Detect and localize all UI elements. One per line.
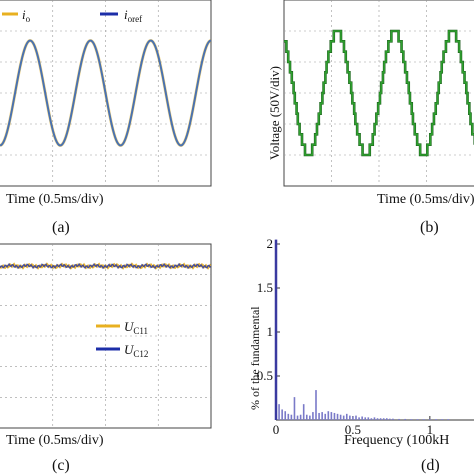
panel-a-grid bbox=[0, 0, 211, 186]
series-voltage-line bbox=[284, 30, 474, 156]
spectrum-bar bbox=[299, 414, 302, 420]
spectrum-bar bbox=[361, 416, 363, 420]
spectrum-bar bbox=[324, 413, 327, 420]
spectrum-bar bbox=[302, 404, 305, 420]
panel-d-ytick-label: 2 bbox=[267, 236, 274, 251]
panel-d-xtick-label: 0.5 bbox=[345, 422, 361, 437]
panel-d-bars bbox=[274, 239, 450, 420]
legend-uc11-label: UC11 bbox=[124, 319, 148, 336]
legend-io-label: io bbox=[22, 7, 31, 24]
spectrum-bar bbox=[339, 414, 342, 420]
panel-c-series bbox=[0, 262, 211, 270]
panel-d-ytick-label: 1.5 bbox=[257, 280, 273, 295]
spectrum-bar bbox=[352, 416, 354, 420]
series-ioref-line bbox=[0, 39, 211, 147]
spectrum-bar bbox=[416, 419, 419, 420]
spectrum-bar bbox=[330, 412, 333, 420]
spectrum-bar bbox=[389, 418, 391, 420]
spectrum-bar bbox=[327, 411, 330, 420]
panel-d-xtick-label: 0 bbox=[273, 422, 280, 437]
spectrum-bar bbox=[370, 418, 373, 420]
spectrum-bar bbox=[376, 418, 379, 420]
spectrum-bar bbox=[349, 415, 351, 420]
panel-c-caption: (c) bbox=[52, 457, 70, 474]
spectrum-bar bbox=[355, 415, 357, 420]
legend-ioref-label: ioref bbox=[124, 7, 142, 24]
panel-d-ticks: 0.5 1 1.5 2 0 0.5 1 bbox=[257, 236, 433, 437]
spectrum-bar bbox=[441, 419, 443, 420]
spectrum-bar bbox=[281, 409, 283, 420]
spectrum-bar bbox=[379, 418, 382, 420]
spectrum-bar bbox=[321, 412, 323, 420]
spectrum-bar bbox=[333, 412, 336, 420]
spectrum-bar bbox=[342, 415, 345, 420]
spectrum-bar bbox=[290, 414, 293, 420]
spectrum-bar bbox=[447, 419, 450, 420]
spectrum-bar bbox=[305, 414, 308, 420]
panel-d-xlabel: Frequency (100kH bbox=[344, 433, 449, 448]
panel-c-legend: UC11 UC12 bbox=[96, 319, 148, 359]
panel-b-series bbox=[284, 29, 474, 157]
spectrum-bar bbox=[278, 404, 280, 420]
spectrum-bar bbox=[392, 418, 394, 420]
panel-d-ytick-label: 1 bbox=[267, 324, 274, 339]
spectrum-bar bbox=[385, 418, 388, 420]
spectrum-bar bbox=[358, 417, 360, 420]
spectrum-bar bbox=[435, 419, 437, 420]
spectrum-bar bbox=[284, 411, 287, 420]
spectrum-bar bbox=[404, 418, 407, 420]
panel-d-caption: (d) bbox=[421, 457, 440, 474]
spectrum-bar bbox=[293, 397, 296, 420]
panel-a-series bbox=[0, 38, 211, 148]
panel-b-ylabel: Voltage (50V/div) bbox=[267, 66, 282, 160]
panel-c-grid bbox=[0, 244, 211, 428]
spectrum-bar bbox=[367, 417, 370, 420]
panel-d-xtick-label: 1 bbox=[427, 422, 434, 437]
panel-d: 0.5 1 1.5 2 0 0.5 1 % of the fundamental Frequ… bbox=[248, 236, 474, 474]
panel-a-caption: (a) bbox=[52, 219, 70, 236]
spectrum-bar bbox=[398, 418, 400, 420]
panel-d-ytick-label: 0.5 bbox=[257, 368, 273, 383]
spectrum-bar bbox=[274, 239, 278, 420]
spectrum-bar bbox=[373, 417, 376, 420]
spectrum-bar bbox=[364, 417, 367, 420]
legend-uc12-label: UC12 bbox=[124, 342, 148, 359]
panel-b-caption: (b) bbox=[420, 219, 439, 236]
panel-b: Voltage (50V/div) Time (0.5ms/div) (b) bbox=[267, 0, 474, 236]
panel-b-xlabel: Time (0.5ms/div) bbox=[377, 192, 474, 207]
spectrum-bar bbox=[429, 419, 431, 420]
panel-c: UC11 UC12 Time (0.5ms/div) (c) bbox=[0, 243, 212, 474]
spectrum-bar bbox=[345, 413, 348, 420]
spectrum-bar bbox=[287, 413, 290, 420]
spectrum-bar bbox=[336, 413, 339, 420]
series-UC12-line bbox=[0, 262, 211, 270]
panel-c-xlabel: Time (0.5ms/div) bbox=[6, 433, 104, 448]
spectrum-bar bbox=[309, 415, 311, 420]
spectrum-bar bbox=[382, 418, 385, 420]
spectrum-bar bbox=[312, 412, 314, 420]
spectrum-bar bbox=[315, 390, 317, 420]
panel-a-legend: io ioref bbox=[2, 7, 142, 24]
spectrum-bar bbox=[410, 419, 413, 420]
spectrum-bar bbox=[296, 415, 299, 420]
spectrum-bar bbox=[318, 412, 320, 420]
panel-d-ylabel: % of the fundamental bbox=[248, 306, 262, 410]
panel-a: io ioref Time (0.5ms/div) (a) bbox=[0, 0, 212, 236]
panel-a-xlabel: Time (0.5ms/div) bbox=[6, 192, 104, 207]
spectrum-bar bbox=[422, 419, 425, 420]
